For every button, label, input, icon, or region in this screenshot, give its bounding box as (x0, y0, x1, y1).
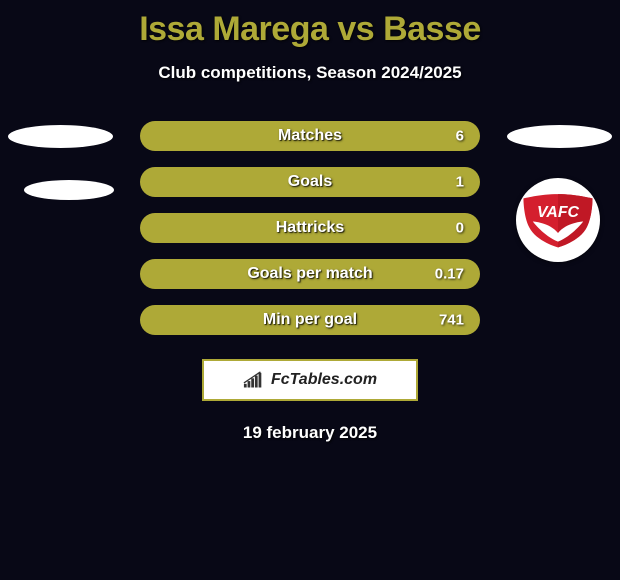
stat-value: 1 (456, 174, 464, 191)
stat-label: Goals per match (247, 265, 372, 283)
stat-bar: Hattricks 0 (140, 213, 480, 243)
stat-label: Min per goal (263, 311, 357, 329)
date-label: 19 february 2025 (0, 423, 620, 443)
stat-label: Hattricks (276, 219, 344, 237)
brand-attribution: FcTables.com (202, 359, 418, 401)
stat-bar: Goals 1 (140, 167, 480, 197)
decorative-ellipse (24, 180, 114, 200)
svg-text:VAFC: VAFC (537, 204, 579, 221)
stat-bar: Goals per match 0.17 (140, 259, 480, 289)
stat-value: 0.17 (435, 266, 464, 283)
stat-value: 0 (456, 220, 464, 237)
page-subtitle: Club competitions, Season 2024/2025 (0, 63, 620, 83)
decorative-ellipse (507, 125, 612, 148)
stat-label: Goals (288, 173, 332, 191)
page-title: Issa Marega vs Basse (0, 0, 620, 49)
stat-label: Matches (278, 127, 342, 145)
stat-bar: Matches 6 (140, 121, 480, 151)
decorative-ellipse (8, 125, 113, 148)
brand-text: FcTables.com (271, 371, 377, 389)
stat-value: 6 (456, 128, 464, 145)
team-badge: VAFC (516, 178, 600, 262)
stat-value: 741 (439, 312, 464, 329)
vafc-logo-icon: VAFC (522, 190, 594, 250)
bars-chart-icon (243, 371, 265, 389)
stat-bar: Min per goal 741 (140, 305, 480, 335)
